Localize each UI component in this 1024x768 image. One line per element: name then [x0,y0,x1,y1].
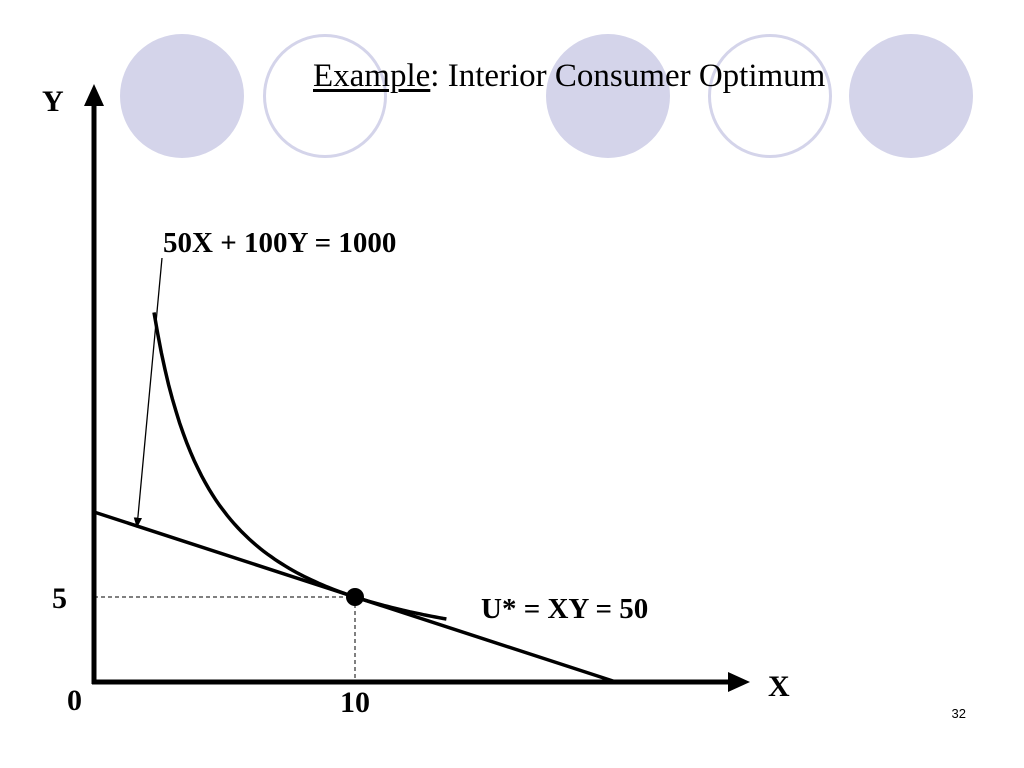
decor-circle-3 [849,34,973,158]
indifference-curve [152,312,447,621]
origin-label: 0 [67,684,82,717]
optimum-point [346,588,364,606]
x-axis-label: X [768,670,790,703]
page-number: 32 [951,706,966,721]
indifference-curve-label: U* = XY = 50 [481,593,648,625]
slide-title: Example: Interior Consumer Optimum [313,58,825,95]
decor-ring-1 [263,34,387,158]
x-tick-label: 10 [340,686,370,719]
slide-title-rest: : Interior Consumer Optimum [430,58,826,94]
y-tick-label: 5 [52,582,67,615]
decor-circle-1 [120,34,244,158]
slide-title-underlined: Example [313,58,431,94]
budget-line-label: 50X + 100Y = 1000 [163,227,396,259]
x-axis-arrowhead [728,672,750,692]
budget-label-pointer [133,257,163,529]
y-axis-label: Y [42,85,64,118]
decor-ring-2 [708,34,832,158]
y-axis-arrowhead [84,84,104,106]
decor-circle-2 [546,34,670,158]
